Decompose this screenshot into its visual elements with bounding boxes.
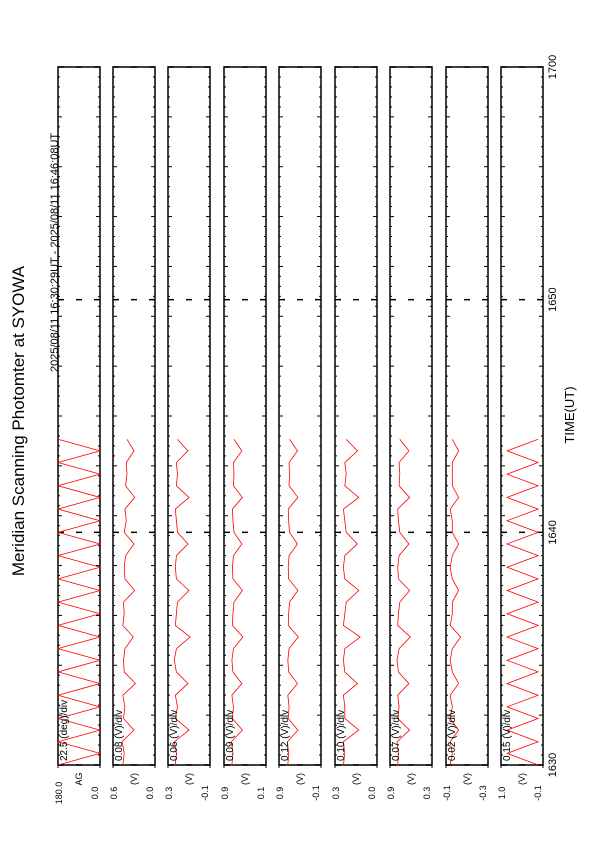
y-axis-label: (V) xyxy=(240,773,250,785)
y-axis-label: (V) xyxy=(295,773,305,785)
y-tick-label: -0.1 xyxy=(200,785,210,801)
panel-scale-label: 22.5 (deg)/div xyxy=(59,700,70,761)
y-tick-label: 0.9 xyxy=(220,787,230,800)
y-tick-label: 0.1 xyxy=(256,787,266,800)
panel-frame xyxy=(334,66,378,766)
data-line xyxy=(286,439,299,766)
data-line xyxy=(449,439,462,766)
data-line xyxy=(173,439,191,766)
panel-scale-label: 0.10 (V)/div xyxy=(336,710,347,761)
data-line xyxy=(121,439,136,766)
panel-scale-label: 0.09 (V)/div xyxy=(225,710,236,761)
panel-scale-label: 0.06 (V)/div xyxy=(169,710,180,761)
y-tick-label: -0.3 xyxy=(478,785,488,801)
y-tick-label: 0.9 xyxy=(386,787,396,800)
y-axis-label: (V) xyxy=(351,773,361,785)
y-tick-label: 0.3 xyxy=(422,787,432,800)
data-line xyxy=(342,438,361,766)
y-axis-label: (V) xyxy=(517,773,527,785)
y-tick-label: -0.1 xyxy=(533,785,543,801)
data-line xyxy=(56,438,102,766)
x-tick-label: 1630 xyxy=(547,753,559,777)
y-tick-label: 180.0 xyxy=(54,782,64,805)
panel-scale-label: 0.15 (V)/div xyxy=(502,710,513,761)
panel-scale-label: 0.02 (V)/div xyxy=(447,710,458,761)
panel-frame xyxy=(278,66,322,766)
x-axis-label: TIME(UT) xyxy=(562,386,577,443)
x-tick-label: 1640 xyxy=(547,520,559,544)
y-tick-label: 0.6 xyxy=(109,787,119,800)
panel-frame xyxy=(57,66,101,766)
data-line xyxy=(230,439,244,766)
x-tick-label: 1650 xyxy=(547,287,559,311)
y-tick-label: 0.3 xyxy=(164,787,174,800)
y-axis-label: (V) xyxy=(406,773,416,785)
panel-scale-label: 0.12 (V)/div xyxy=(280,710,291,761)
y-tick-label: 0.3 xyxy=(331,787,341,800)
data-line xyxy=(505,438,540,766)
panel-frame xyxy=(223,66,267,766)
panel-scale-label: 0.08 (V)/div xyxy=(114,710,125,761)
panel-frame xyxy=(445,66,489,766)
y-axis-label: (V) xyxy=(462,773,472,785)
panel-scale-label: 0.07 (V)/div xyxy=(391,710,402,761)
chart-title: Meridian Scanning Photomter at SYOWA xyxy=(9,265,28,576)
y-tick-label: 0.9 xyxy=(275,787,285,800)
y-tick-label: 0.0 xyxy=(90,787,100,800)
y-axis-label: (V) xyxy=(129,773,139,785)
y-tick-label: 1.0 xyxy=(497,787,507,800)
panel-frame xyxy=(389,66,433,766)
data-line xyxy=(396,439,411,766)
y-axis-label: (V) xyxy=(184,773,194,785)
x-tick-label: 1700 xyxy=(547,55,559,79)
y-axis-label: AG xyxy=(74,772,84,785)
panel-frame xyxy=(112,66,156,766)
y-tick-label: 0.0 xyxy=(367,787,377,800)
y-tick-label: -0.1 xyxy=(442,785,452,801)
y-tick-label: 0.0 xyxy=(145,787,155,800)
y-tick-label: -0.1 xyxy=(311,785,321,801)
